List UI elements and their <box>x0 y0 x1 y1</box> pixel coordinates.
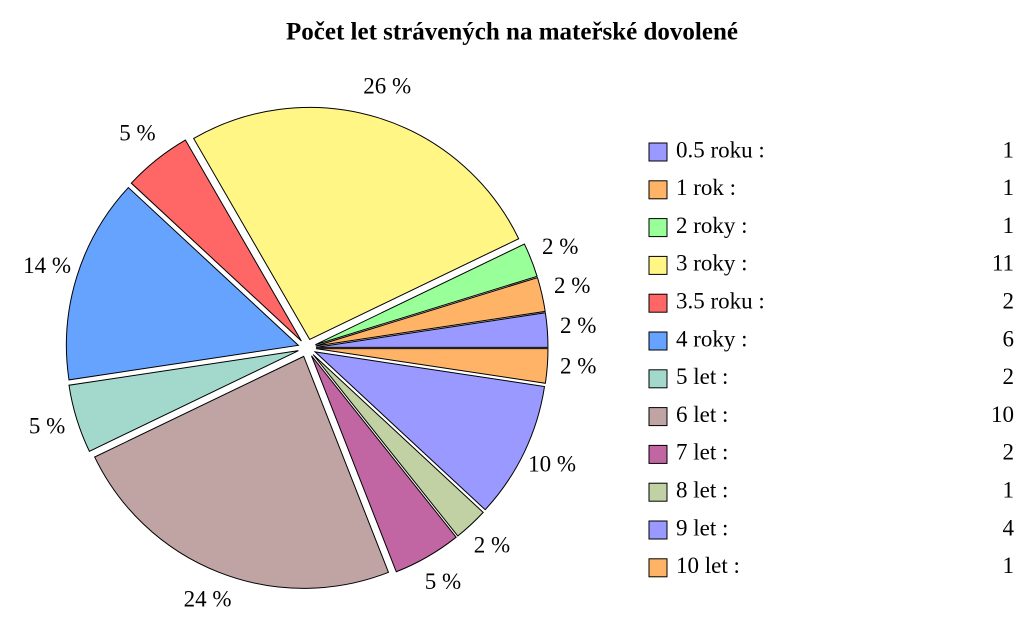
legend-swatch <box>648 482 668 502</box>
legend-label: 10 let : <box>676 553 740 578</box>
legend-value: 4 <box>1003 515 1015 540</box>
legend-value: 1 <box>1003 553 1015 578</box>
slice-label: 2 % <box>542 234 578 259</box>
legend-swatch <box>648 444 668 464</box>
legend-swatch <box>648 255 668 275</box>
slice-label: 2 % <box>560 313 596 338</box>
slice-label: 5 % <box>119 121 155 146</box>
pie-slice <box>192 106 520 341</box>
legend-value: 2 <box>1003 288 1015 313</box>
pie-slice <box>313 351 546 511</box>
legend-label: 1 rok : <box>676 175 736 200</box>
legend-value: 1 <box>1003 477 1015 502</box>
legend-value: 1 <box>1003 137 1015 162</box>
pie-slice <box>315 348 549 384</box>
legend-value: 1 <box>1003 213 1015 238</box>
pie-slice <box>315 276 546 347</box>
pie-slice <box>65 186 300 381</box>
legend-label: 6 let : <box>676 402 728 427</box>
slice-label: 2 % <box>474 533 510 558</box>
legend-value: 2 <box>1003 440 1015 465</box>
legend-value: 1 <box>1003 175 1015 200</box>
slice-label: 26 % <box>363 73 411 98</box>
legend-value: 11 <box>992 251 1014 276</box>
legend-swatch <box>648 558 668 578</box>
legend-label: 9 let : <box>676 515 728 540</box>
legend-value: 2 <box>1003 364 1015 389</box>
legend-swatch <box>648 407 668 427</box>
pie-slice <box>130 139 302 342</box>
legend-swatch <box>648 293 668 313</box>
slice-label: 2 % <box>560 354 596 379</box>
legend-swatch <box>648 369 668 389</box>
legend-swatch <box>648 142 668 162</box>
slice-label: 5 % <box>425 569 461 594</box>
legend-swatch <box>648 218 668 238</box>
legend-label: 3.5 roku : <box>676 288 765 313</box>
legend-label: 5 let : <box>676 364 728 389</box>
slice-label: 10 % <box>528 451 576 476</box>
pie-slice <box>315 312 549 348</box>
legend-swatch <box>648 331 668 351</box>
pie-slice <box>312 354 484 537</box>
legend-label: 2 roky : <box>676 213 748 238</box>
pie-slice <box>94 355 390 589</box>
legend-swatch <box>648 520 668 540</box>
chart-title: Počet let strávených na mateřské dovolen… <box>286 19 738 46</box>
legend-label: 0.5 roku : <box>676 137 765 162</box>
legend-label: 7 let : <box>676 440 728 465</box>
slice-label: 14 % <box>23 253 71 278</box>
legend-swatch <box>648 180 668 200</box>
slice-label: 5 % <box>29 413 65 438</box>
legend-value: 10 <box>991 402 1014 427</box>
legend-value: 6 <box>1003 326 1015 351</box>
pie-slice <box>68 350 299 452</box>
legend-label: 8 let : <box>676 477 728 502</box>
slice-label: 2 % <box>554 273 590 298</box>
pie-slice <box>315 243 538 346</box>
legend-label: 3 roky : <box>676 251 748 276</box>
legend-label: 4 roky : <box>676 326 748 351</box>
pie-slice <box>311 355 457 573</box>
slice-label: 24 % <box>184 586 232 611</box>
